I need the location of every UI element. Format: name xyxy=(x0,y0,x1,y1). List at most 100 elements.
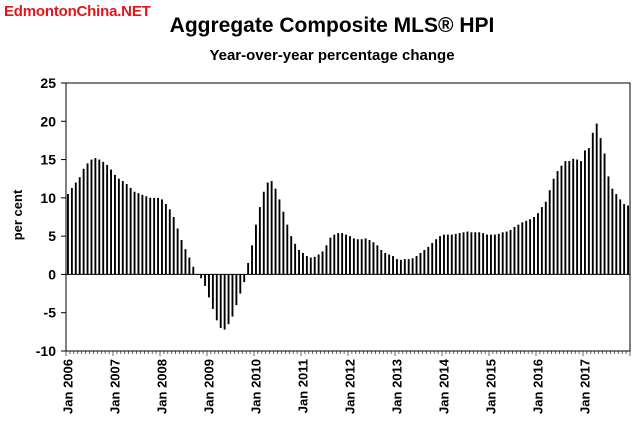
bar-132 xyxy=(584,150,586,275)
bar-75 xyxy=(360,239,363,275)
bar-19 xyxy=(141,194,144,275)
bar-96 xyxy=(443,234,445,275)
bar-64 xyxy=(317,254,320,275)
bar-50 xyxy=(262,191,265,275)
bar-128 xyxy=(568,161,571,275)
bar-135 xyxy=(595,123,598,275)
bar-100 xyxy=(458,233,461,275)
bar-108 xyxy=(490,234,492,275)
y-tick-label: 15 xyxy=(40,152,56,168)
bar-104 xyxy=(474,232,477,275)
y-tick-label: 0 xyxy=(48,266,56,282)
bar-40 xyxy=(223,274,226,330)
bar-97 xyxy=(446,234,449,275)
y-tick-label: 20 xyxy=(40,113,56,129)
bar-81 xyxy=(384,252,387,275)
bar-36 xyxy=(208,274,210,298)
bar-110 xyxy=(497,233,500,275)
bar-84 xyxy=(396,259,398,275)
x-tick-label: Jan 2012 xyxy=(343,359,358,414)
bar-115 xyxy=(517,224,520,275)
bar-102 xyxy=(466,231,469,275)
bar-127 xyxy=(564,161,567,275)
bar-99 xyxy=(454,233,457,275)
bar-101 xyxy=(462,232,465,275)
bar-126 xyxy=(560,165,563,275)
x-tick-label: Jan 2009 xyxy=(202,359,217,414)
bar-4 xyxy=(82,168,85,275)
bar-91 xyxy=(423,249,426,275)
bar-123 xyxy=(548,190,551,275)
bars-group xyxy=(67,123,629,330)
x-tick-label: Jan 2007 xyxy=(108,359,123,414)
bar-52 xyxy=(270,181,273,275)
bar-131 xyxy=(580,161,582,275)
bar-116 xyxy=(521,222,524,275)
bar-133 xyxy=(587,148,590,275)
bar-39 xyxy=(219,274,222,329)
bar-94 xyxy=(435,239,438,275)
bar-10 xyxy=(106,164,109,275)
bar-37 xyxy=(211,274,214,309)
bar-71 xyxy=(345,234,347,275)
bar-57 xyxy=(290,236,293,275)
bar-24 xyxy=(161,199,163,275)
bar-140 xyxy=(615,194,618,275)
bar-26 xyxy=(168,209,171,275)
bar-112 xyxy=(505,231,508,275)
bar-129 xyxy=(572,158,575,275)
bar-85 xyxy=(399,259,402,275)
bar-86 xyxy=(403,259,406,275)
bar-23 xyxy=(157,197,159,275)
bar-3 xyxy=(78,177,81,275)
bar-21 xyxy=(149,197,152,275)
bar-45 xyxy=(243,274,246,283)
bar-141 xyxy=(619,199,622,275)
bar-70 xyxy=(341,233,344,275)
bar-114 xyxy=(513,226,516,275)
bar-14 xyxy=(121,181,124,275)
bar-72 xyxy=(349,236,351,275)
bar-118 xyxy=(529,219,532,275)
bar-43 xyxy=(235,274,238,306)
bar-138 xyxy=(607,176,610,275)
bar-7 xyxy=(94,158,97,275)
bar-51 xyxy=(266,182,269,275)
bar-47 xyxy=(251,245,253,275)
bar-143 xyxy=(627,205,629,275)
bar-46 xyxy=(247,262,250,275)
bar-12 xyxy=(114,174,116,275)
bar-125 xyxy=(556,171,559,275)
bar-38 xyxy=(215,274,218,321)
x-tick-label: Jan 2017 xyxy=(578,359,593,414)
bar-136 xyxy=(599,138,602,275)
chart-subtitle: Year-over-year percentage change xyxy=(209,47,454,64)
y-tick-label: 25 xyxy=(40,75,56,91)
x-tick-label: Jan 2014 xyxy=(437,358,452,414)
x-tick-label: Jan 2013 xyxy=(390,359,405,414)
bar-139 xyxy=(611,188,614,275)
x-tick-label: Jan 2015 xyxy=(484,359,499,414)
x-tick-label: Jan 2008 xyxy=(155,359,170,414)
watermark-logo: EdmontonChina.NET xyxy=(4,3,151,20)
bar-66 xyxy=(325,245,328,275)
bar-48 xyxy=(255,224,257,275)
bar-29 xyxy=(180,239,183,275)
x-ticks-group: Jan 2006 Jan 2007 Jan 2008 Jan 2009 Jan 2010… xyxy=(61,351,631,414)
bar-27 xyxy=(172,217,175,275)
bar-9 xyxy=(102,161,105,275)
y-axis-label: per cent xyxy=(10,189,25,240)
bar-32 xyxy=(192,266,195,275)
bar-1 xyxy=(70,187,73,275)
bar-90 xyxy=(419,252,422,275)
x-tick-label: Jan 2011 xyxy=(296,359,311,413)
bar-95 xyxy=(439,236,441,275)
bar-121 xyxy=(540,207,543,275)
bar-15 xyxy=(125,184,128,275)
bar-0 xyxy=(67,194,69,275)
bar-69 xyxy=(337,233,340,275)
bar-120 xyxy=(537,213,539,275)
bar-107 xyxy=(486,234,488,275)
